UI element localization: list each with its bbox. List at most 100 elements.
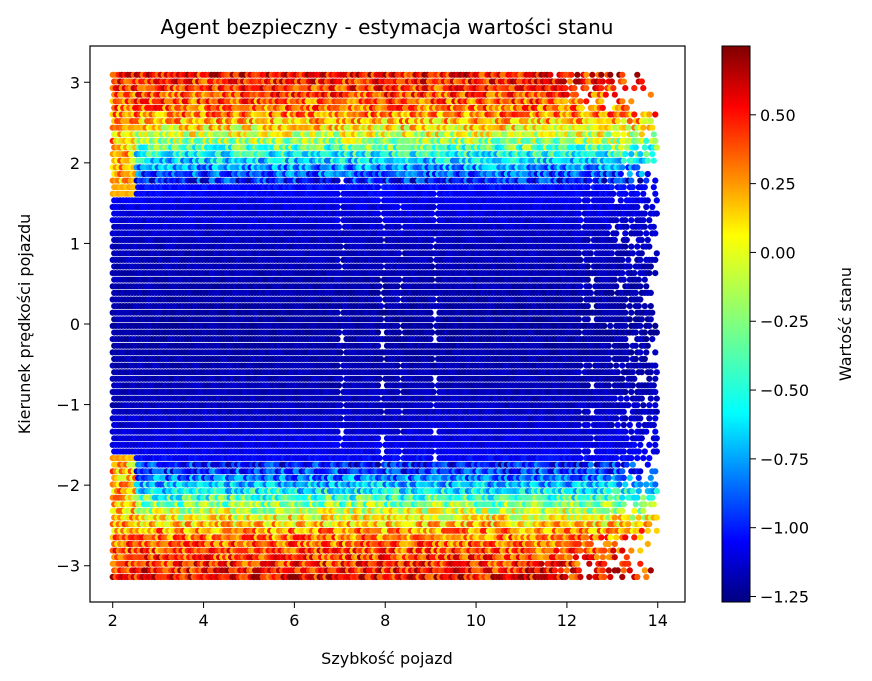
hexbin-cell	[599, 554, 606, 561]
hexbin-cell	[652, 428, 659, 435]
hexbin-cell	[613, 415, 620, 422]
hexbin-cell	[334, 388, 341, 396]
hexbin-cell	[607, 573, 614, 581]
hexbin-cell	[584, 421, 591, 429]
hexbin-cell	[641, 448, 648, 455]
hexbin-cell	[557, 567, 565, 574]
hexbin-cell	[644, 527, 651, 534]
hexbin-cell	[650, 421, 657, 429]
hexbin-cell	[652, 468, 659, 475]
hexbin-cell	[644, 461, 651, 468]
hexbin-cell	[427, 428, 434, 435]
hexbin-cell	[586, 573, 593, 581]
hexbin-cell	[623, 395, 630, 402]
hexbin-cell	[626, 474, 633, 481]
hexbin-cell	[538, 560, 545, 567]
hexbin-cell	[637, 521, 644, 528]
hexbin-cell	[377, 408, 385, 415]
hexbin-cell	[584, 408, 591, 415]
hexbin-cell	[394, 388, 401, 396]
hexbin-cell	[653, 435, 660, 442]
hexbin-cell	[574, 560, 581, 567]
hexbin-cell	[334, 428, 341, 435]
hexbin-cell	[653, 527, 660, 534]
hexbin-cell	[583, 534, 590, 541]
hexbin-cell	[587, 435, 594, 442]
hexbin-cell	[643, 573, 650, 581]
hexbin-cell	[611, 514, 618, 521]
hexbin-cell	[631, 534, 638, 541]
hexbin-cell	[614, 421, 621, 429]
hexbin-cell	[653, 395, 660, 402]
hexbin-cell	[622, 428, 629, 435]
hexbin-cell	[575, 540, 583, 548]
hexbin-cell	[376, 455, 383, 462]
hexbin-cell	[620, 408, 627, 415]
hexbin-cell	[637, 415, 644, 422]
chart-title: Agent bezpieczny - estymacja wartości st…	[161, 15, 614, 39]
hexbin-cell	[629, 461, 636, 468]
hexbin-cell	[644, 540, 651, 548]
hexbin-cell	[653, 408, 660, 415]
hexbin-cell	[635, 474, 642, 481]
hexbin-cell	[605, 540, 612, 548]
hexbin-cell	[587, 461, 594, 468]
hexbin-cell	[625, 402, 632, 409]
hexbin-cell	[647, 567, 654, 574]
hexbin-cell	[601, 573, 608, 581]
hexbin-cell	[376, 441, 383, 448]
hexbin-cell	[622, 534, 629, 541]
hexbin-cell	[641, 501, 648, 508]
hexbin-cell	[614, 488, 621, 495]
hexbin-cell	[629, 514, 636, 521]
hexbin-cell	[611, 554, 618, 561]
hexbin-cell	[601, 560, 608, 567]
hexbin-cell	[623, 461, 630, 468]
hexbin-cell	[337, 402, 344, 409]
hexbin-cell	[634, 573, 641, 581]
hexbin-cell	[646, 441, 653, 448]
hexbin-cell	[652, 441, 659, 448]
hexbin-cell	[637, 468, 644, 475]
hexbin-cell	[374, 461, 382, 468]
hexbin-cell	[394, 428, 401, 435]
hexbin-cell	[586, 560, 593, 567]
hexbin-cell	[394, 455, 401, 462]
hexbin-cell	[631, 441, 638, 448]
hexbin-cell	[622, 415, 629, 422]
hexbin-cell	[613, 455, 620, 462]
hexbin-cell	[607, 534, 614, 541]
hexbin-cell	[577, 547, 584, 554]
hexbin-cell	[619, 468, 626, 475]
hexbin-cell	[593, 554, 600, 561]
hexbin-cell	[637, 481, 644, 488]
hexbin-cell	[623, 554, 630, 561]
hexbin-cell	[637, 534, 644, 541]
hexbin-cell	[430, 388, 437, 396]
hexbin-cell	[619, 573, 626, 581]
hexbin-cell	[575, 408, 583, 415]
hexbin-cell	[647, 474, 654, 481]
hexbin-cell	[634, 402, 641, 409]
hexbin-cell	[623, 435, 630, 442]
hexbin-cell	[643, 428, 650, 435]
hexbin-cell	[640, 507, 647, 514]
hexbin-cell	[622, 481, 629, 488]
hexbin-cell	[613, 534, 620, 541]
hexbin-cell	[638, 435, 645, 442]
hexbin-cell	[587, 540, 594, 548]
hexbin-cell	[614, 461, 621, 468]
hexbin-cell	[620, 567, 627, 574]
hexbin-cell	[605, 488, 612, 495]
hexbin-cell	[646, 415, 653, 422]
hexbin-cell	[646, 521, 653, 528]
hexbin-cell	[631, 507, 638, 514]
hexbin-cell	[635, 488, 642, 495]
hexbin-cell	[647, 395, 654, 402]
hexbin-cell	[604, 507, 611, 514]
hexbin-cell	[605, 567, 612, 574]
hexbin-cell	[374, 448, 382, 455]
hexbin-cell	[635, 448, 642, 455]
hexbin-cell	[626, 421, 633, 429]
hexbin-cell	[551, 567, 559, 574]
